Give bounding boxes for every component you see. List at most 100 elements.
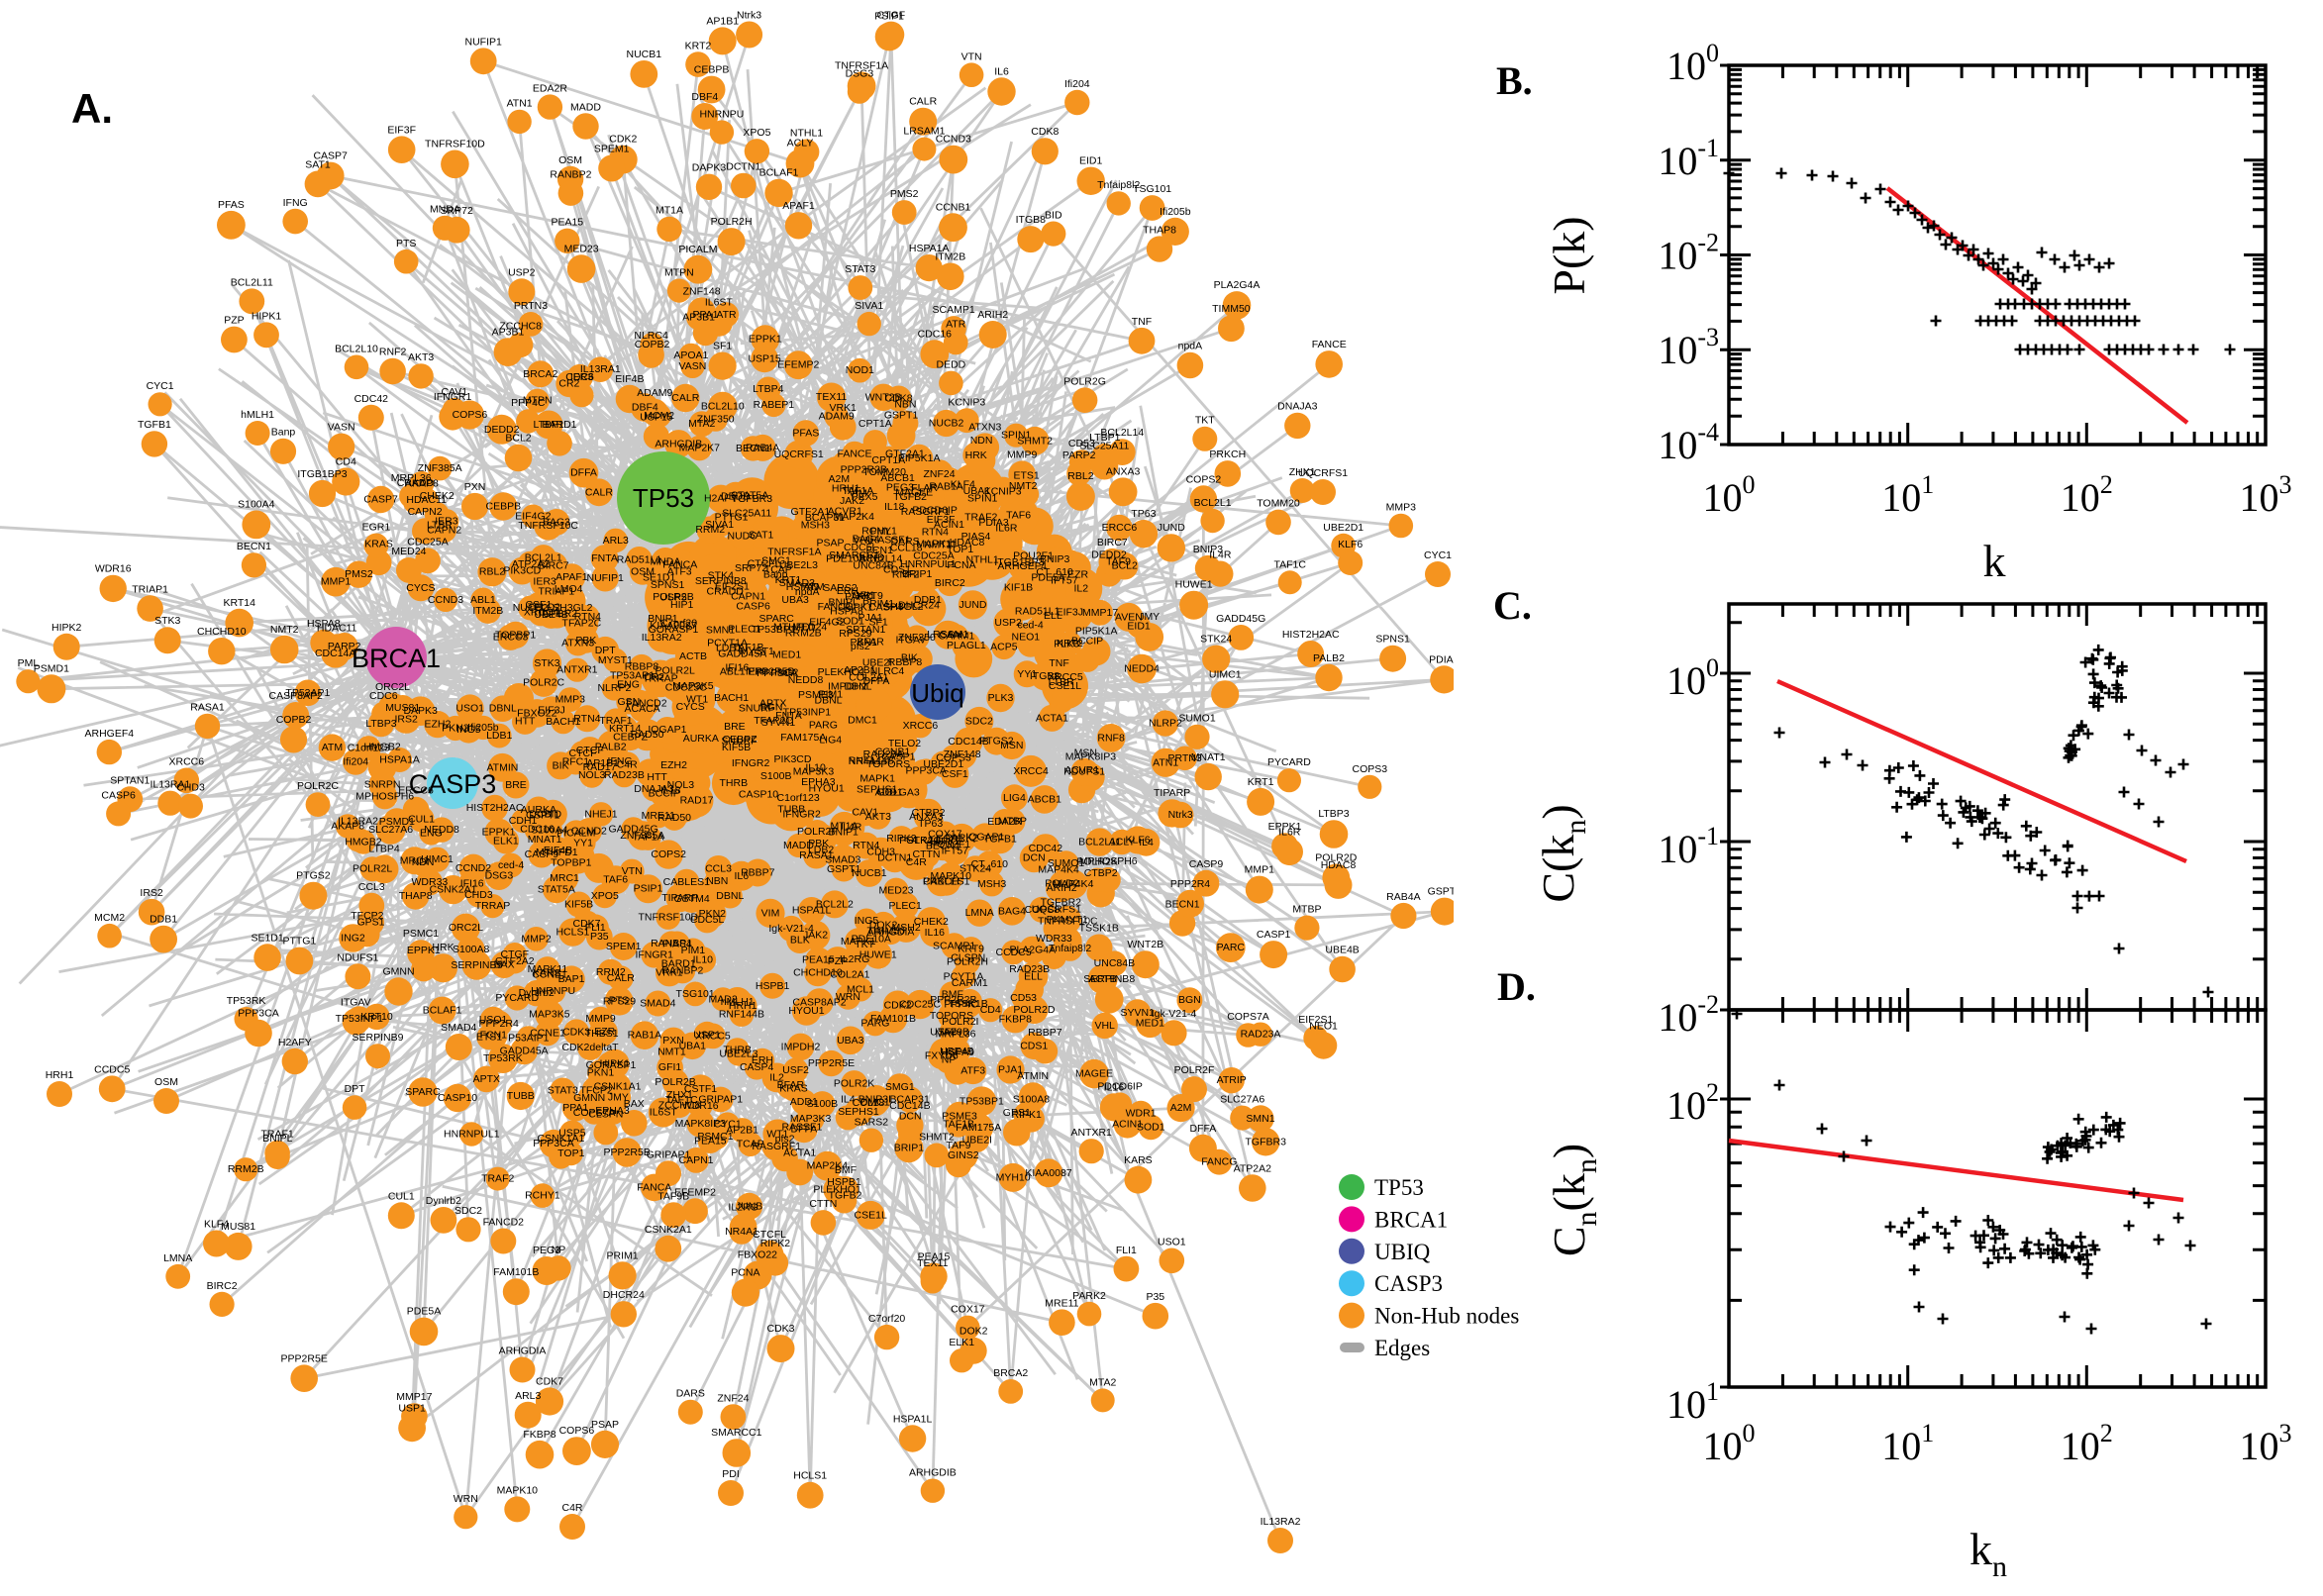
svg-text:BAG4: BAG4 [853,534,880,546]
svg-text:TKT: TKT [1195,415,1215,427]
svg-text:TGFB2: TGFB2 [893,491,927,503]
svg-text:KIF5B: KIF5B [722,742,751,753]
svg-text:pfs2: pfs2 [851,641,870,652]
svg-text:BRIP1: BRIP1 [902,568,933,580]
svg-text:NUCB1: NUCB1 [852,867,887,879]
svg-text:BCL2L1: BCL2L1 [1194,497,1232,509]
svg-text:CDK3: CDK3 [562,1027,590,1039]
svg-text:CASP10: CASP10 [438,1092,477,1104]
svg-text:PLA2G4A: PLA2G4A [1009,945,1056,956]
svg-text:Banp: Banp [763,568,788,580]
svg-text:CDC42: CDC42 [354,393,389,405]
svg-text:GORASP1: GORASP1 [586,1059,637,1071]
svg-text:SRP72: SRP72 [735,562,767,574]
svg-text:CDC14A: CDC14A [315,648,355,659]
svg-text:ING2: ING2 [341,933,365,945]
svg-text:CDC14B: CDC14B [889,1100,930,1112]
svg-text:A2M: A2M [829,473,851,485]
svg-text:EZH2: EZH2 [660,759,687,771]
svg-text:TP53AP1: TP53AP1 [610,669,655,681]
svg-text:CASP6: CASP6 [101,789,136,801]
svg-text:PYCARD: PYCARD [1267,756,1311,768]
svg-text:TP63: TP63 [918,818,943,830]
svg-text:UIMC1: UIMC1 [1209,668,1242,680]
svg-text:RRM2: RRM2 [695,524,725,536]
svg-text:POLR2B: POLR2B [653,591,693,603]
svg-text:SH3GL2: SH3GL2 [883,601,923,613]
svg-text:BCL2L11: BCL2L11 [1078,837,1121,848]
svg-text:ZNF148: ZNF148 [683,285,721,297]
svg-text:STK24: STK24 [960,863,991,875]
svg-text:P(k): P(k) [1544,216,1594,294]
svg-text:HSPA8: HSPA8 [307,618,341,630]
svg-text:MTHFD1: MTHFD1 [773,622,816,634]
svg-text:NEO1: NEO1 [1309,1020,1338,1032]
svg-text:MED23: MED23 [878,884,913,896]
svg-text:NEDD4: NEDD4 [1124,663,1160,675]
svg-text:MRC1: MRC1 [550,872,579,884]
svg-text:OSM: OSM [631,566,655,578]
svg-text:KIAA0087: KIAA0087 [1025,1167,1071,1179]
svg-text:Ifi204: Ifi204 [1064,78,1090,90]
svg-text:SCAMP1: SCAMP1 [933,304,975,316]
svg-text:ANTXR1: ANTXR1 [1070,1127,1112,1139]
svg-text:BECN1: BECN1 [736,443,770,454]
svg-text:PPP2R5E: PPP2R5E [281,1352,328,1364]
svg-text:HRH1: HRH1 [46,1069,74,1081]
svg-text:XRCC4: XRCC4 [1013,765,1049,777]
svg-text:APTX: APTX [473,1073,500,1085]
svg-text:RBBP7: RBBP7 [1028,1027,1062,1039]
svg-text:COPS2: COPS2 [1186,473,1222,485]
svg-text:PSAP: PSAP [591,1419,619,1431]
svg-text:IFNGR1: IFNGR1 [434,391,472,403]
svg-text:PSAP: PSAP [816,537,844,549]
svg-text:CYCS: CYCS [676,701,705,713]
svg-text:BIRC7: BIRC7 [1097,537,1128,549]
svg-text:WDR16: WDR16 [95,563,132,575]
svg-text:POLR2H: POLR2H [947,956,988,968]
svg-text:NLRC4: NLRC4 [870,665,905,677]
svg-text:WT1: WT1 [686,693,708,705]
svg-text:ATM: ATM [803,581,824,593]
svg-text:DNAJA3: DNAJA3 [1277,401,1317,413]
svg-text:JUND: JUND [960,599,987,611]
svg-text:TOPBP1: TOPBP1 [551,856,591,868]
svg-text:BRIP1: BRIP1 [894,1143,925,1154]
svg-text:MNAT1: MNAT1 [1191,751,1226,763]
svg-text:AP2B1: AP2B1 [726,1125,758,1137]
svg-text:IQGAP1: IQGAP1 [965,832,1004,844]
svg-text:KIAA0087: KIAA0087 [650,620,696,632]
svg-text:CUL1: CUL1 [388,1190,415,1202]
svg-text:MED24: MED24 [391,546,426,557]
svg-text:NOL3: NOL3 [667,779,695,791]
svg-text:PSIP1: PSIP1 [874,11,904,23]
svg-text:BCL2L14: BCL2L14 [859,553,903,565]
svg-text:SE1D1: SE1D1 [643,572,675,584]
svg-text:FLAR: FLAR [911,482,938,494]
svg-text:POLR2K: POLR2K [834,1077,874,1089]
svg-text:HCLS1: HCLS1 [793,1470,827,1482]
svg-text:ACIN1: ACIN1 [934,519,964,531]
svg-text:PDCD6IP: PDCD6IP [1097,1080,1143,1092]
svg-text:ARL3: ARL3 [515,1390,541,1402]
svg-text:AKT3: AKT3 [408,351,434,363]
svg-text:TRAF2: TRAF2 [481,1173,514,1185]
svg-text:MMP3: MMP3 [1386,502,1416,514]
svg-text:CDK2: CDK2 [884,999,912,1011]
svg-text:ADAM9: ADAM9 [819,411,855,423]
svg-text:ZNF350: ZNF350 [898,632,936,644]
svg-text:ARHGEF4: ARHGEF4 [85,728,135,740]
svg-text:COL2A1: COL2A1 [830,969,869,981]
svg-text:STK3: STK3 [534,657,559,669]
svg-text:ATMIN: ATMIN [1017,1070,1049,1082]
svg-text:TRIAP1: TRIAP1 [132,583,168,595]
svg-text:pfs2: pfs2 [775,1134,795,1146]
svg-text:WRN: WRN [836,991,860,1003]
svg-text:ING5: ING5 [456,724,481,736]
svg-text:IL2RG: IL2RG [840,953,869,965]
svg-text:RNF2: RNF2 [892,568,920,580]
svg-text:PPP2R4: PPP2R4 [1170,878,1210,890]
svg-text:BCL2L10: BCL2L10 [701,401,745,413]
svg-text:TNFRSF10D: TNFRSF10D [425,139,485,150]
svg-text:Non-Hub nodes: Non-Hub nodes [1374,1304,1519,1329]
